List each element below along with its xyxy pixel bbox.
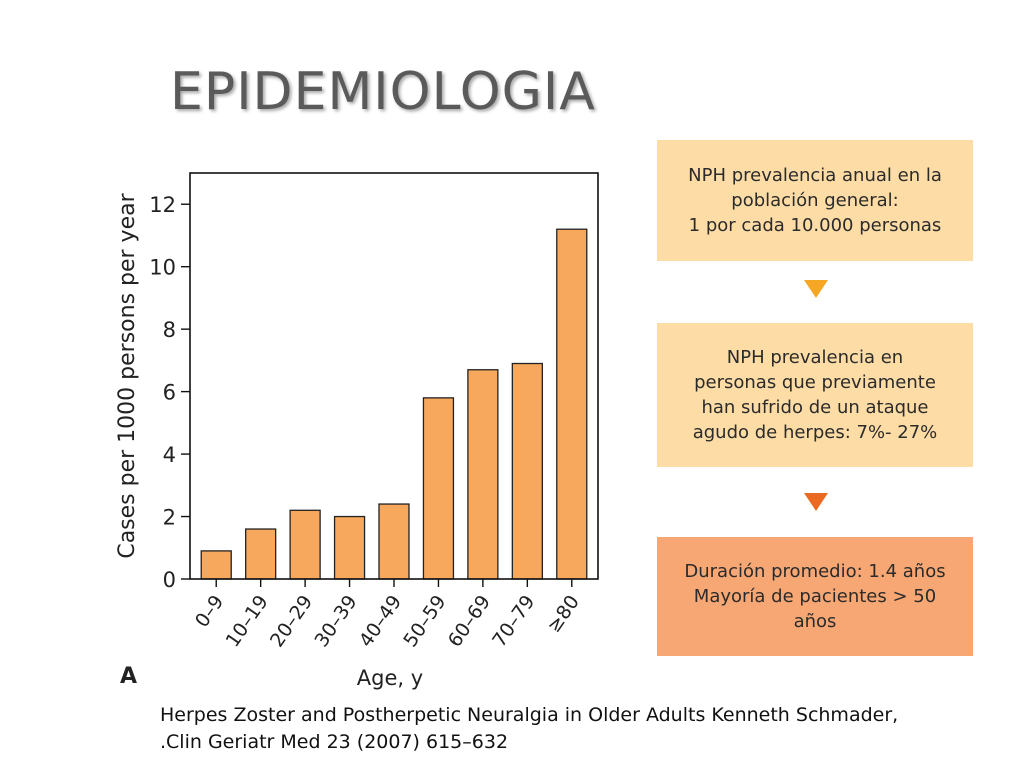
y-tick-label: 4 [163,443,176,467]
bar [511,362,543,580]
bar [378,503,410,580]
down-arrow-icon [804,280,828,298]
slide-title: EPIDEMIOLOGIA [170,62,596,122]
citation-line-1: Herpes Zoster and Postherpetic Neuralgia… [160,704,899,726]
y-tick-label: 6 [163,381,176,405]
x-tick-label: 10–19 [222,591,273,651]
annual-prevalence-box: NPH prevalencia anual en la población ge… [657,140,973,261]
x-tick-label: 0–9 [191,591,228,631]
x-tick-label: 20–29 [266,591,317,651]
citation: Herpes Zoster and Postherpetic Neuralgia… [160,702,898,756]
bar [200,550,232,580]
bars-group [200,228,588,580]
bar [245,528,277,580]
x-axis-label: Age, y [357,666,423,690]
bar [333,515,366,580]
y-tick-label: 2 [163,506,176,530]
y-tick-label: 0 [163,568,176,592]
duration-box: Duración promedio: 1.4 años Mayoría de p… [657,537,973,656]
bar [289,509,321,580]
x-tick-label: 50–59 [399,591,450,651]
x-tick-label: 60–69 [444,591,495,651]
x-tick-label: 30–39 [310,591,361,651]
x-tick-label: 70–79 [488,591,539,651]
bar [467,369,499,580]
down-arrow-icon [804,493,828,511]
panel-label: A [120,664,137,689]
y-axis-label: Cases per 1000 persons per year [115,192,140,558]
y-tick-label: 8 [163,318,176,342]
x-tick-label: ≥80 [543,591,584,636]
post-attack-prevalence-box: NPH prevalencia en personas que previame… [657,323,973,467]
y-tick-label: 12 [149,193,176,217]
y-tick-label: 10 [149,256,176,280]
bar-chart: 0 2 4 6 8 10 12 0–910–1920–2930–3940–4950–5960–… [115,172,599,690]
bar [556,228,588,580]
x-tick-label: 40–49 [355,591,406,651]
citation-line-2: .Clin Geriatr Med 23 (2007) 615–632 [160,731,509,753]
bar [422,397,455,580]
